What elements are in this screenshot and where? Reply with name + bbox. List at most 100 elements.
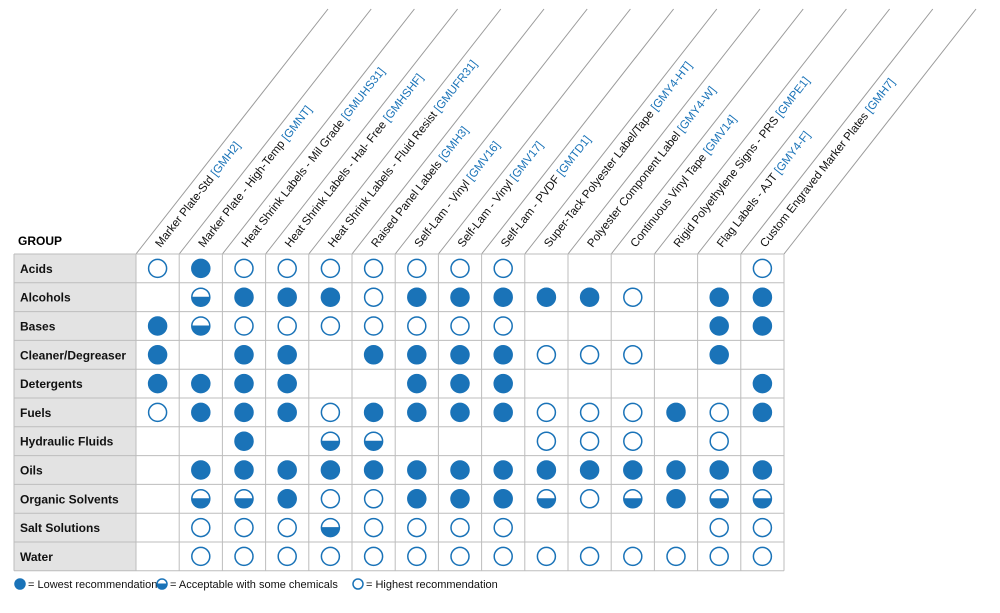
high-rating-icon	[450, 517, 470, 538]
column-label-code: [GMPE1]	[773, 74, 812, 119]
high-rating-icon	[147, 402, 168, 423]
low-rating-icon	[450, 489, 470, 509]
high-rating-icon	[352, 578, 364, 590]
high-rating-icon	[191, 546, 211, 567]
column-label-name: Marker Plate - High-Temp	[196, 135, 290, 250]
low-rating-icon	[234, 431, 254, 451]
column-label-code: [GMH3]	[436, 124, 471, 163]
row-header-bg	[14, 311, 136, 341]
high-rating-icon	[277, 517, 297, 538]
high-rating-icon	[579, 431, 600, 451]
row-label: Alcohols	[20, 291, 71, 305]
low-rating-icon	[363, 460, 384, 480]
high-rating-icon	[363, 287, 384, 307]
high-rating-icon	[493, 546, 513, 567]
low-rating-icon	[579, 287, 600, 307]
high-rating-icon	[450, 258, 470, 279]
high-rating-icon	[709, 517, 729, 538]
low-rating-icon	[666, 460, 686, 480]
high-rating-icon	[277, 546, 297, 567]
high-rating-icon	[147, 258, 168, 279]
acceptable-rating-icon	[536, 489, 557, 509]
high-rating-icon	[536, 546, 557, 567]
high-rating-icon	[320, 316, 341, 336]
column-header-divider	[308, 8, 502, 255]
low-rating-icon	[277, 287, 297, 307]
low-rating-icon	[277, 460, 297, 480]
row-header-bg	[14, 282, 136, 312]
low-rating-icon	[493, 460, 513, 480]
high-rating-icon	[450, 316, 470, 336]
high-rating-icon	[363, 546, 384, 567]
low-rating-icon	[407, 287, 427, 307]
low-rating-icon	[191, 258, 211, 279]
low-rating-icon	[14, 578, 26, 590]
low-rating-icon	[191, 402, 211, 423]
column-label-code: [GMV16]	[464, 139, 502, 183]
low-rating-icon	[277, 402, 297, 423]
low-rating-icon	[752, 402, 773, 423]
acceptable-rating-icon	[320, 431, 341, 451]
high-rating-icon	[752, 546, 773, 567]
high-rating-icon	[191, 517, 211, 538]
row-header-bg	[14, 513, 136, 542]
high-rating-icon	[320, 402, 341, 423]
column-label-code: [GMV17]	[507, 139, 545, 183]
row-header-bg	[14, 369, 136, 398]
acceptable-rating-icon	[752, 489, 773, 509]
column-label: Marker Plate-Std [GMH2]	[153, 139, 244, 249]
row-header-bg	[14, 455, 136, 485]
low-rating-icon	[234, 287, 254, 307]
rating-cells	[147, 258, 773, 567]
high-rating-icon	[493, 517, 513, 538]
legend-label: = Highest recommendation	[366, 579, 498, 591]
low-rating-icon	[191, 460, 211, 480]
low-rating-icon	[666, 489, 686, 509]
high-rating-icon	[407, 517, 427, 538]
high-rating-icon	[493, 316, 513, 336]
high-rating-icon	[709, 431, 729, 451]
low-rating-icon	[363, 402, 384, 423]
legend-label: = Lowest recommendation	[28, 579, 157, 591]
column-label: Self-Lam - Vinyl [GMV17]	[455, 139, 546, 250]
row-header-bg	[14, 254, 136, 283]
high-rating-icon	[407, 316, 427, 336]
high-rating-icon	[363, 489, 384, 509]
acceptable-rating-icon	[234, 489, 254, 509]
acceptable-rating-icon	[363, 431, 384, 451]
low-rating-icon	[493, 345, 513, 365]
low-rating-icon	[623, 460, 643, 480]
high-rating-icon	[277, 316, 297, 336]
low-rating-icon	[450, 460, 470, 480]
high-rating-icon	[407, 546, 427, 567]
high-rating-icon	[752, 258, 773, 279]
high-rating-icon	[363, 258, 384, 279]
high-rating-icon	[623, 402, 643, 423]
low-rating-icon	[234, 460, 254, 480]
low-rating-icon	[493, 402, 513, 423]
high-rating-icon	[579, 489, 600, 509]
column-label: Self-Lam - PVDF [GMTD1]	[498, 133, 593, 250]
column-label: Self-Lam - Vinyl [GMV16]	[412, 139, 503, 250]
low-rating-icon	[493, 373, 513, 394]
row-labels: Acids Alcohols Bases Cleaner/Degreaser Deter…	[20, 262, 126, 564]
low-rating-icon	[407, 489, 427, 509]
low-rating-icon	[450, 373, 470, 394]
high-rating-icon	[752, 517, 773, 538]
column-header-divider	[222, 8, 415, 255]
low-rating-icon	[407, 345, 427, 365]
table-grid	[13, 253, 785, 572]
row-label: Organic Solvents	[20, 492, 119, 506]
high-rating-icon	[623, 345, 643, 365]
low-rating-icon	[493, 489, 513, 509]
low-rating-icon	[147, 316, 168, 336]
column-label-code: [GMTD1]	[554, 133, 593, 178]
low-rating-icon	[752, 287, 773, 307]
low-rating-icon	[320, 460, 341, 480]
high-rating-icon	[234, 258, 254, 279]
high-rating-icon	[579, 546, 600, 567]
high-rating-icon	[709, 546, 729, 567]
legend-label: = Acceptable with some chemicals	[170, 579, 338, 591]
low-rating-icon	[709, 460, 729, 480]
high-rating-icon	[623, 431, 643, 451]
